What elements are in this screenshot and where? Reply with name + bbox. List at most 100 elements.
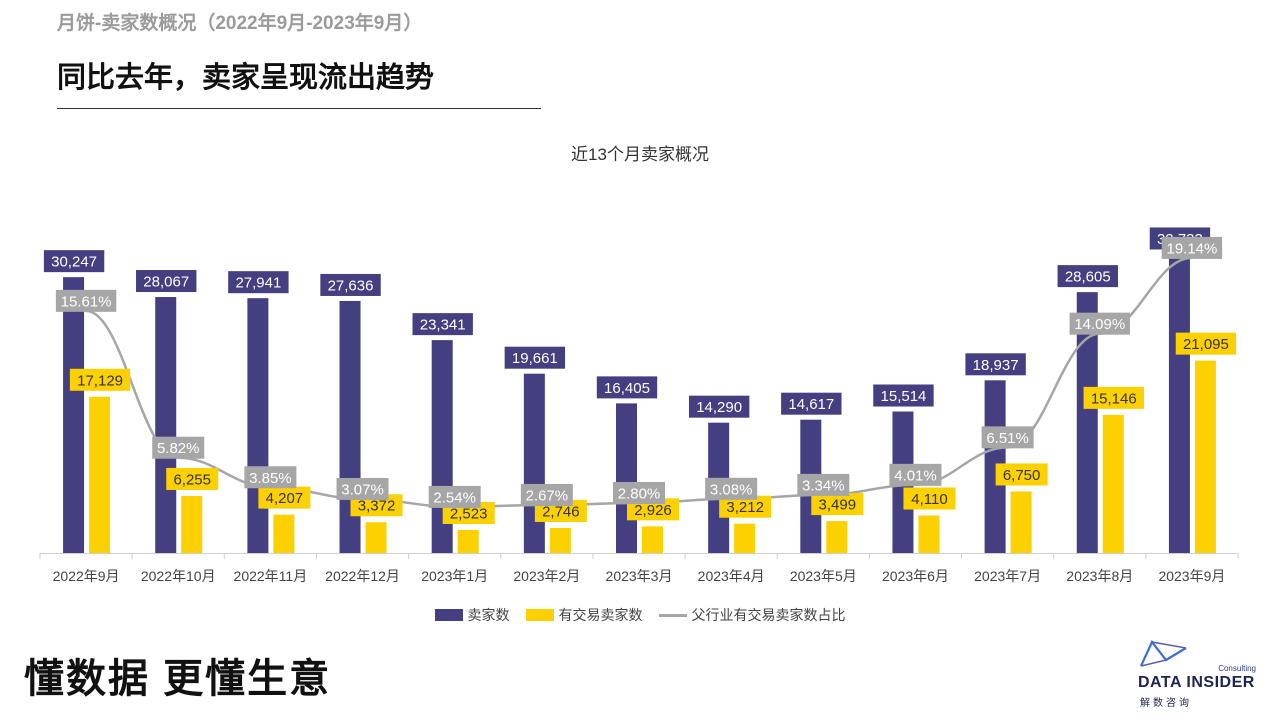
data-label-trading-sellers: 3,499 (819, 497, 857, 514)
legend-item-sellers[interactable]: 卖家数 (434, 605, 510, 625)
data-label-ratio: 14.09% (1074, 316, 1125, 333)
bar-trading-sellers (1194, 360, 1216, 553)
data-label-ratio-bg (152, 436, 205, 459)
x-tick-label: 2022年11月 (234, 568, 308, 584)
data-label-trading-sellers-bg (166, 467, 219, 490)
data-label-ratio: 15.61% (61, 293, 112, 310)
data-label-sellers: 27,941 (235, 275, 281, 292)
data-label-sellers-bg (228, 271, 289, 294)
data-label-sellers-bg (781, 392, 842, 415)
data-label-ratio: 3.85% (249, 470, 292, 487)
logo-consulting-text: Consulting (1218, 664, 1256, 673)
x-tick-label: 2023年5月 (790, 568, 857, 584)
data-label-sellers: 16,405 (604, 380, 650, 397)
x-tick-label: 2023年9月 (1158, 568, 1225, 584)
x-tick-label: 2022年10月 (141, 568, 216, 584)
x-tick-label: 2023年7月 (974, 568, 1041, 584)
bar-sellers (984, 380, 1006, 553)
data-label-trading-sellers-bg (69, 368, 131, 391)
x-tick-label: 2022年9月 (53, 568, 120, 584)
slogan: 懂数据 更懂生意 (24, 657, 332, 701)
data-label-ratio: 3.08% (710, 481, 753, 498)
legend-label-trading-sellers: 有交易卖家数 (558, 607, 643, 623)
bar-trading-sellers (826, 521, 848, 553)
legend-swatch-sellers (434, 609, 463, 621)
data-label-trading-sellers: 2,926 (634, 502, 672, 519)
data-label-ratio-bg (981, 426, 1034, 449)
data-label-trading-sellers-bg (995, 463, 1048, 486)
data-label-sellers-bg (43, 250, 105, 273)
bar-trading-sellers (642, 526, 663, 553)
data-label-sellers-bg (873, 384, 934, 407)
data-label-trading-sellers: 2,523 (450, 505, 488, 522)
data-label-trading-sellers-bg (1175, 332, 1237, 355)
data-label-trading-sellers-bg (811, 493, 864, 516)
data-label-ratio-bg (1069, 312, 1130, 335)
data-label-trading-sellers: 6,255 (173, 471, 211, 488)
data-label-sellers-bg (320, 273, 381, 296)
legend-line-ratio (658, 613, 687, 617)
chart-legend: 卖家数 有交易卖家数 父行业有交易卖家数占比 (0, 605, 1280, 625)
bar-trading-sellers (365, 522, 387, 553)
legend-label-sellers: 卖家数 (467, 607, 510, 623)
data-label-ratio-bg (336, 477, 389, 500)
data-label-ratio: 6.51% (986, 430, 1029, 447)
bar-sellers (1168, 254, 1190, 553)
data-label-trading-sellers: 6,750 (1003, 467, 1041, 484)
x-tick-label: 2023年6月 (882, 568, 949, 584)
data-label-trading-sellers: 4,207 (266, 490, 304, 507)
data-label-sellers: 15,514 (881, 388, 927, 405)
x-tick-label: 2023年1月 (421, 568, 488, 584)
data-label-sellers: 19,661 (512, 350, 558, 367)
data-label-trading-sellers: 15,146 (1091, 390, 1137, 407)
bar-sellers (247, 298, 269, 553)
chart-title: 近13个月卖家概况 (571, 145, 709, 164)
data-label-sellers: 18,937 (973, 357, 1019, 374)
legend-item-ratio[interactable]: 父行业有交易卖家数占比 (658, 605, 846, 625)
data-label-ratio-bg (705, 477, 758, 500)
data-label-ratio: 19.14% (1166, 240, 1217, 257)
x-tick-label: 2023年4月 (698, 568, 765, 584)
bar-trading-sellers (734, 523, 756, 553)
data-label-ratio-bg (797, 473, 850, 496)
data-label-trading-sellers: 3,372 (358, 498, 396, 515)
bar-sellers (155, 297, 177, 553)
bar-sellers (63, 277, 85, 553)
data-label-sellers: 23,341 (420, 317, 466, 334)
data-label-sellers: 30,247 (51, 254, 97, 271)
data-label-sellers: 28,067 (143, 274, 189, 291)
data-label-sellers-bg (596, 376, 658, 399)
bar-trading-sellers (1010, 491, 1032, 553)
bar-trading-sellers (549, 527, 571, 553)
data-label-trading-sellers: 4,110 (911, 491, 947, 508)
bar-sellers (616, 403, 637, 553)
data-label-ratio-bg (613, 482, 665, 504)
data-label-trading-sellers-bg (903, 487, 956, 510)
headline-divider (57, 108, 541, 109)
logo-brand-text: DATA INSIDER (1138, 674, 1255, 691)
data-label-sellers-bg (412, 313, 473, 336)
bar-trading-sellers (273, 514, 295, 553)
logo-chinese-text: 解数咨询 (1140, 698, 1192, 709)
data-label-ratio: 3.07% (341, 481, 384, 498)
bar-trading-sellers (1102, 414, 1124, 553)
data-label-sellers-bg (965, 353, 1026, 376)
data-label-ratio-bg (1161, 236, 1223, 259)
data-label-ratio-bg (244, 466, 297, 489)
data-label-trading-sellers: 3,212 (726, 499, 764, 516)
bar-trading-sellers (457, 529, 479, 553)
x-tick-label: 2022年12月 (325, 568, 400, 584)
data-label-ratio: 3.34% (802, 477, 845, 494)
data-label-sellers: 14,617 (788, 396, 834, 413)
data-label-sellers: 28,605 (1065, 269, 1111, 286)
data-label-sellers: 14,290 (696, 399, 742, 416)
bar-trading-sellers (918, 515, 940, 553)
data-label-sellers-bg (136, 270, 197, 293)
data-label-trading-sellers-bg (1083, 386, 1144, 409)
data-label-ratio-bg (428, 485, 481, 508)
data-label-ratio-bg (55, 289, 117, 312)
data-label-ratio-bg (889, 463, 942, 486)
legend-item-trading-sellers[interactable]: 有交易卖家数 (525, 605, 643, 625)
data-label-trading-sellers: 17,129 (77, 372, 123, 389)
data-insider-logo: Consulting DATA INSIDER 解数咨询 (1136, 636, 1266, 712)
